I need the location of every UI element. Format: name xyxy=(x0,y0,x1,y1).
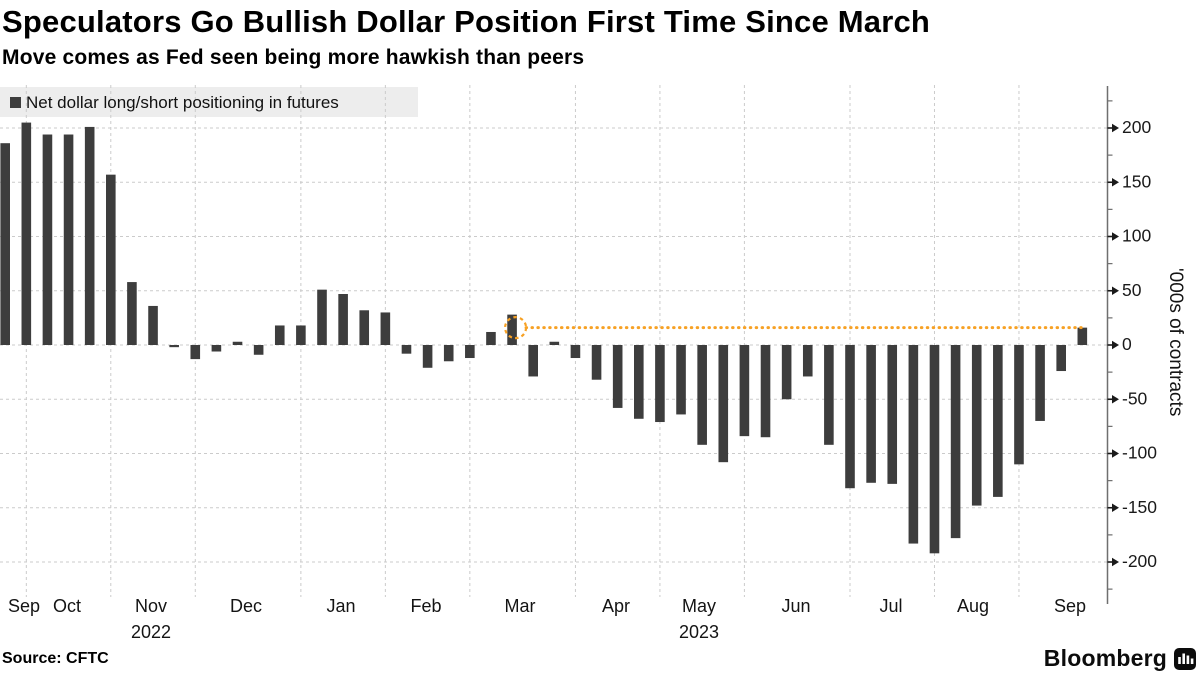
x-label-jul: Jul xyxy=(879,596,903,616)
bar-week-43 xyxy=(908,345,919,544)
bar-chart-logo-icon xyxy=(1174,647,1196,670)
y-tick-arrow-icon xyxy=(1112,123,1119,133)
bar-week-34 xyxy=(718,345,729,463)
bar-week-8 xyxy=(169,345,179,348)
bar-week-19 xyxy=(401,345,412,354)
bar-week-51 xyxy=(1077,327,1088,345)
bar-week-21 xyxy=(443,345,454,362)
bar-week-11 xyxy=(232,341,243,345)
march-highlight-circle xyxy=(503,316,528,340)
bar-week-5 xyxy=(106,174,116,345)
x-year-label-2023: 2023 xyxy=(678,622,720,642)
y-tick-arrow-icon xyxy=(1112,503,1119,512)
y-tick-label--200: -200 xyxy=(1122,551,1157,571)
x-label-mar: Mar xyxy=(504,596,536,616)
y-tick-label--150: -150 xyxy=(1122,497,1157,517)
bar-week-1 xyxy=(21,122,32,345)
x-label-jan: Jan xyxy=(326,596,356,616)
bar-week-13 xyxy=(274,325,285,345)
bar-week-22 xyxy=(465,345,475,359)
y-tick-label-50: 50 xyxy=(1122,280,1142,300)
y-tick-arrow-icon xyxy=(1112,178,1119,187)
bar-week-35 xyxy=(739,345,750,437)
y-tick-label-150: 150 xyxy=(1122,171,1151,191)
bar-week-36 xyxy=(760,345,771,438)
page-subtitle: Move comes as Fed seen being more hawkis… xyxy=(2,46,585,69)
bar-week-23 xyxy=(486,331,496,345)
bar-week-31 xyxy=(655,345,665,423)
y-tick-arrow-icon xyxy=(1112,557,1119,567)
bar-week-15 xyxy=(317,289,327,345)
bar-week-48 xyxy=(1014,345,1024,465)
y-axis-title: '000s of contracts xyxy=(1162,85,1188,600)
bar-week-41 xyxy=(866,345,876,483)
bar-week-30 xyxy=(634,345,644,419)
y-tick-arrow-icon xyxy=(1112,449,1119,458)
y-tick-arrow-icon xyxy=(1112,286,1119,295)
bar-week-29 xyxy=(612,345,623,408)
x-label-aug: Aug xyxy=(956,596,990,616)
bar-week-12 xyxy=(253,345,264,355)
bar-week-26 xyxy=(549,341,560,345)
x-label-oct: Oct xyxy=(52,596,81,616)
x-label-sep: Sep xyxy=(1053,596,1087,616)
bar-week-49 xyxy=(1035,345,1045,421)
bar-week-4 xyxy=(84,126,95,345)
bar-week-32 xyxy=(676,345,686,415)
bar-chart-plot: 200 150 100 50 0 -50 -100 -150 -200 xyxy=(0,85,1157,604)
bar-week-42 xyxy=(887,345,898,484)
x-label-may: May xyxy=(681,596,716,616)
bar-week-24 xyxy=(507,314,517,345)
bar-week-9 xyxy=(190,345,201,360)
x-label-apr: Apr xyxy=(601,596,630,616)
x-axis-labels: Sep Oct Nov 2022 Dec Jan Feb Mar Apr May 2023 Jun Ju… xyxy=(0,596,1110,652)
x-label-feb: Feb xyxy=(410,596,442,616)
bar-week-37 xyxy=(781,345,792,400)
bar-week-33 xyxy=(697,345,707,445)
bar-week-28 xyxy=(591,345,602,380)
x-label-sep: Sep xyxy=(7,596,41,616)
x-year-label-2022: 2022 xyxy=(130,622,172,642)
x-label-nov: Nov xyxy=(134,596,167,616)
bar-week-20 xyxy=(422,345,433,368)
y-tick-label-100: 100 xyxy=(1122,226,1151,246)
y-tick-label-0: 0 xyxy=(1122,334,1132,354)
page-title: Speculators Go Bullish Dollar Position F… xyxy=(2,4,931,39)
y-tick-arrow-icon xyxy=(1112,395,1119,404)
bar-week-6 xyxy=(127,282,137,345)
bar-week-45 xyxy=(950,345,961,539)
bar-week-38 xyxy=(802,345,813,377)
bar-week-16 xyxy=(338,294,348,345)
x-label-dec: Dec xyxy=(229,596,262,616)
bar-week-44 xyxy=(929,345,940,554)
bloomberg-logo: Bloomberg xyxy=(1044,645,1196,672)
bar-week-2 xyxy=(42,134,53,345)
y-tick-label--50: -50 xyxy=(1122,388,1148,408)
bar-week-46 xyxy=(971,345,982,506)
y-tick-label--100: -100 xyxy=(1122,443,1157,463)
bar-week-50 xyxy=(1056,345,1066,372)
y-tick-label-200: 200 xyxy=(1122,117,1151,137)
x-label-jun: Jun xyxy=(781,596,811,616)
y-tick-arrow-icon xyxy=(1112,340,1119,350)
y-tick-arrow-icon xyxy=(1112,232,1119,241)
y-axis-title-text: '000s of contracts xyxy=(1165,268,1186,417)
legend-background xyxy=(0,87,418,117)
bar-week-47 xyxy=(993,345,1003,497)
bar-week-40 xyxy=(845,345,855,489)
bar-week-3 xyxy=(63,134,74,345)
bar-week-18 xyxy=(380,312,391,345)
bar-week-27 xyxy=(570,345,581,359)
bar-week-7 xyxy=(148,305,158,345)
bloomberg-wordmark: Bloomberg xyxy=(1043,645,1167,671)
bar-week-17 xyxy=(359,310,370,345)
bar-week-0 xyxy=(0,143,11,345)
bar-week-14 xyxy=(296,325,306,345)
bar-week-39 xyxy=(824,345,834,445)
bar-week-10 xyxy=(211,345,222,352)
bar-week-25 xyxy=(528,345,538,377)
source-note: Source: CFTC xyxy=(2,650,109,667)
